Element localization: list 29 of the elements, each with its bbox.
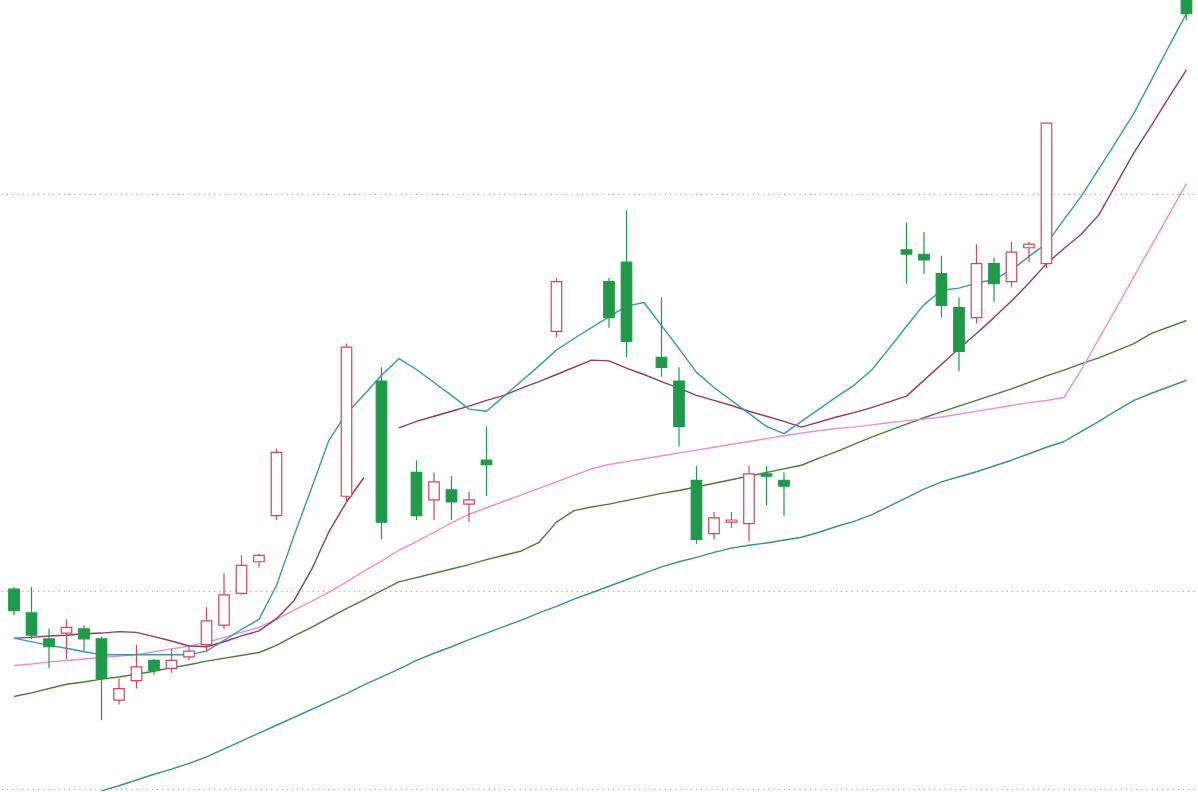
candlestick <box>900 222 913 285</box>
candlestick <box>673 366 685 448</box>
candlestick <box>95 636 108 722</box>
candlestick <box>603 277 615 329</box>
candlestick <box>988 257 1000 303</box>
candlestick <box>428 472 440 521</box>
candlestick <box>218 572 230 630</box>
candlestick <box>935 255 948 319</box>
candlestick <box>235 554 248 596</box>
candlestick <box>1023 241 1035 264</box>
candlestick <box>463 491 475 524</box>
candlestick <box>130 644 143 690</box>
candlestick <box>165 648 178 674</box>
candlestick <box>113 678 125 706</box>
candlestick <box>60 619 73 660</box>
candlestick <box>25 586 38 640</box>
candlestick <box>8 586 20 616</box>
candlestick <box>445 475 458 521</box>
candlestick <box>1005 241 1018 289</box>
candlestick <box>918 231 930 275</box>
candlestick <box>78 624 90 652</box>
candlestick <box>778 472 790 517</box>
candlestick <box>708 511 720 541</box>
candlestick <box>410 459 423 521</box>
candlestick <box>43 628 55 670</box>
candlestick <box>200 606 213 652</box>
candlestick <box>760 465 773 507</box>
candlestick <box>655 297 668 378</box>
candlestick <box>953 297 965 372</box>
